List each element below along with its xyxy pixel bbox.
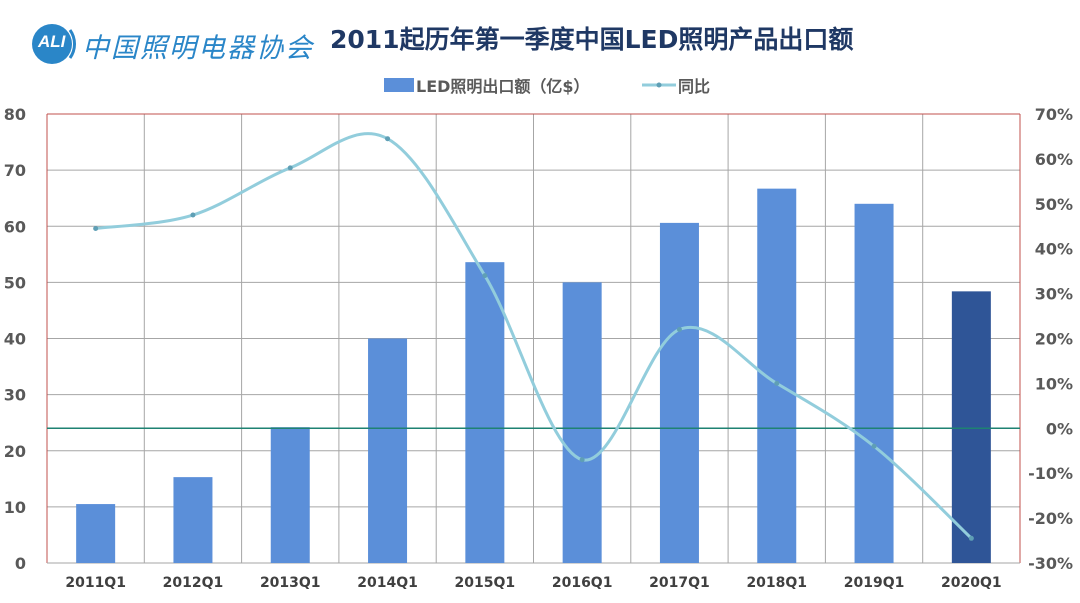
left-tick-label: 10 (4, 498, 26, 517)
left-tick-label: 20 (4, 442, 26, 461)
bar-2016Q1 (562, 282, 602, 563)
left-tick-label: 40 (4, 330, 26, 349)
right-tick-label: 10% (1035, 374, 1073, 393)
yoy-point-2011Q1 (93, 225, 99, 231)
right-tick-label: -30% (1028, 554, 1073, 573)
logo-text: 中国照明电器协会 (82, 33, 314, 64)
legend-item-line: 同比 (640, 74, 710, 96)
legend-item-bar: LED照明出口额（亿$） (382, 74, 590, 96)
left-tick-label: 50 (4, 273, 26, 292)
left-tick-label: 80 (4, 105, 26, 124)
left-tick-label: 70 (4, 161, 26, 180)
bar-2015Q1 (465, 262, 505, 563)
yoy-point-2015Q1 (482, 273, 488, 279)
legend: LED照明出口额（亿$） 同比 (382, 74, 742, 96)
category-label: 2012Q1 (163, 575, 224, 591)
legend-line-swatch (642, 82, 676, 88)
category-label: 2017Q1 (649, 575, 710, 591)
legend-label-line: 同比 (678, 77, 711, 96)
legend-label-bar: LED照明出口额（亿$） (416, 77, 590, 96)
bar-2019Q1 (854, 203, 894, 564)
bar-2014Q1 (368, 338, 408, 563)
category-label: 2013Q1 (260, 575, 321, 591)
yoy-line (95, 132, 973, 540)
logo: ALI 中国照明电器协会 (30, 18, 312, 70)
yoy-point-2018Q1 (774, 380, 780, 386)
chart-title: 2011起历年第一季度中国LED照明产品出口额 (330, 25, 854, 54)
category-label: 2016Q1 (552, 575, 613, 591)
yoy-point-2013Q1 (287, 165, 293, 171)
legend-bar-swatch (384, 78, 414, 92)
right-tick-label: -20% (1028, 509, 1073, 528)
category-label: 2019Q1 (844, 575, 905, 591)
category-label: 2015Q1 (455, 575, 516, 591)
bar-2011Q1 (76, 504, 116, 563)
left-tick-label: 0 (15, 554, 26, 573)
bar-2013Q1 (270, 427, 310, 563)
category-label: 2020Q1 (941, 575, 1002, 591)
right-tick-label: 60% (1035, 150, 1073, 169)
right-tick-label: 70% (1035, 105, 1073, 124)
right-tick-label: 50% (1035, 195, 1073, 214)
right-tick-label: 40% (1035, 240, 1073, 259)
category-label: 2011Q1 (65, 575, 126, 591)
logo-abbr: ALI (38, 32, 66, 51)
logo-circle-icon (32, 24, 77, 64)
left-tick-label: 30 (4, 386, 26, 405)
right-tick-label: -10% (1028, 464, 1073, 483)
yoy-point-2016Q1 (579, 457, 585, 463)
right-tick-label: 0% (1046, 419, 1073, 438)
bar-2012Q1 (173, 477, 213, 563)
yoy-point-2012Q1 (190, 212, 196, 218)
left-tick-label: 60 (4, 217, 26, 236)
category-label: 2014Q1 (357, 575, 418, 591)
yoy-point-2017Q1 (676, 327, 682, 333)
yoy-point-2020Q1 (968, 535, 974, 541)
category-label: 2018Q1 (746, 575, 807, 591)
right-tick-label: 30% (1035, 285, 1073, 304)
yoy-point-2019Q1 (871, 443, 877, 449)
right-tick-label: 20% (1035, 330, 1073, 349)
bar-2017Q1 (659, 222, 699, 563)
bar-2018Q1 (757, 188, 797, 564)
bar-2020Q1 (951, 291, 991, 563)
yoy-point-2014Q1 (385, 136, 391, 142)
